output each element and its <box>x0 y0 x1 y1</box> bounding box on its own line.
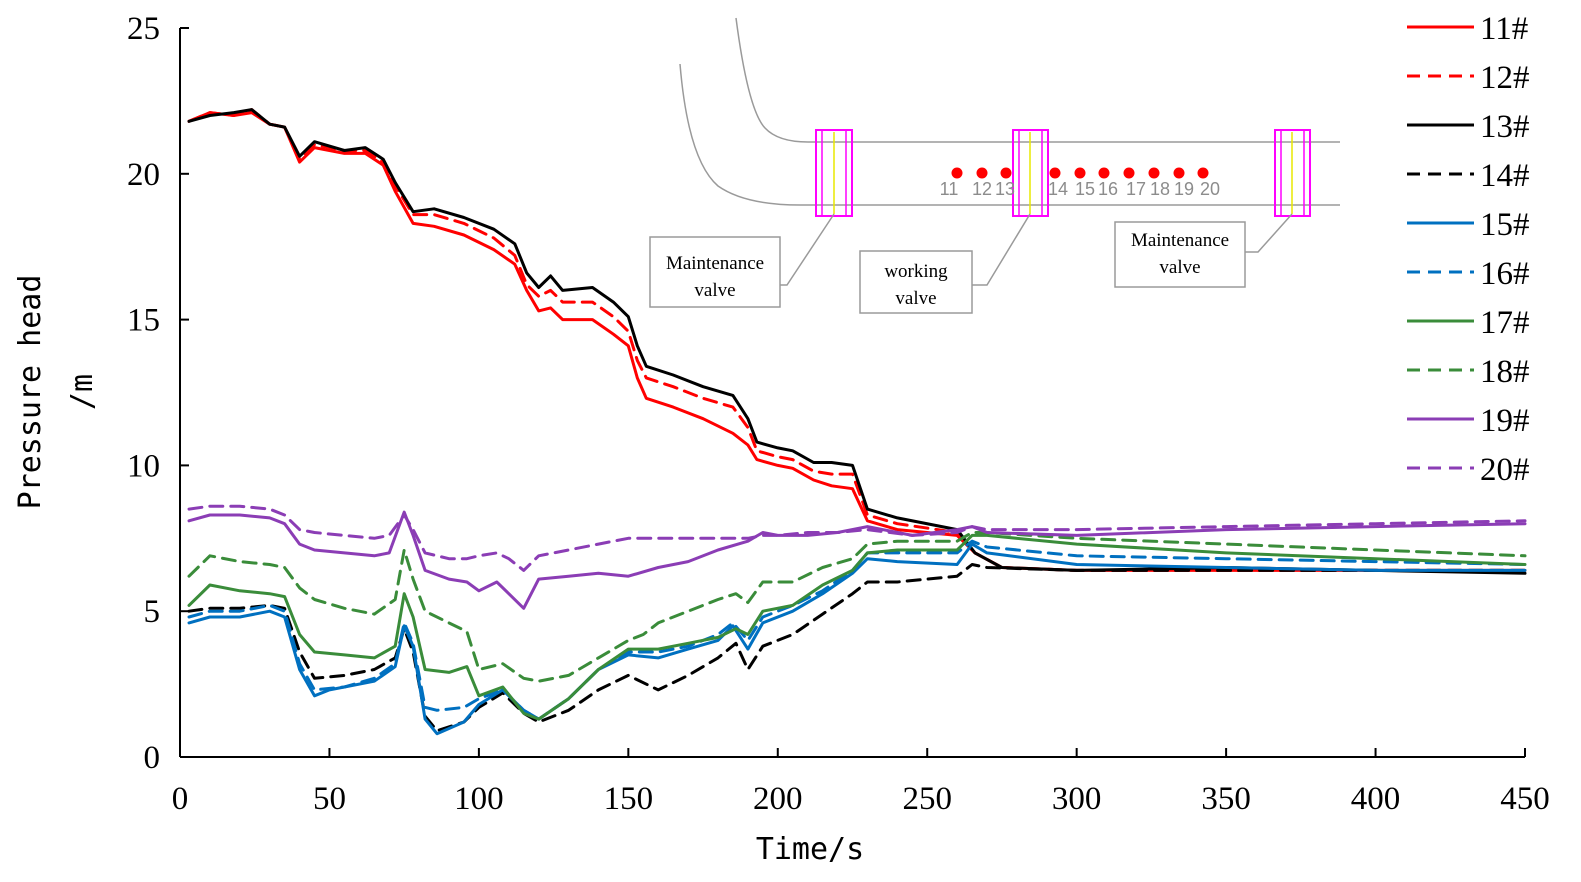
callout-maintenance-valve-right: Maintenance valve <box>1114 213 1293 288</box>
measurement-point-marker <box>1148 167 1160 179</box>
series-line-15 <box>187 542 1527 736</box>
y-axis-title-line1: Pressure head <box>13 275 48 510</box>
measurement-point-marker <box>1000 167 1012 179</box>
x-tick-label: 50 <box>313 781 346 817</box>
measurement-point-marker <box>1049 167 1061 179</box>
y-tick-label: 0 <box>144 740 161 776</box>
x-tick-label: 150 <box>604 781 654 817</box>
legend: 11# 12# 13# 14# 15# 16# 17# 18# 19# 20# <box>1407 11 1530 488</box>
x-axis-title: Time/s <box>756 832 864 867</box>
measurement-point-label: 14 <box>1048 179 1068 199</box>
legend-label: 16# <box>1480 256 1530 292</box>
y-axis-title: Pressure head /m <box>13 275 100 510</box>
legend-label: 18# <box>1480 354 1530 390</box>
maintenance-valve-right <box>1274 129 1311 217</box>
axes <box>179 28 1525 758</box>
series-line-14 <box>187 563 1527 733</box>
legend-label: 11# <box>1480 11 1528 47</box>
measurement-point-marker <box>976 167 988 179</box>
measurement-point-marker <box>1123 167 1135 179</box>
legend-label: 12# <box>1480 60 1530 96</box>
legend-label: 15# <box>1480 207 1530 243</box>
pipe-inlet-bend-upper <box>735 17 1340 143</box>
measurement-point-label: 12 <box>972 179 992 199</box>
callout-left-line2: valve <box>694 280 735 301</box>
measurement-points: 11 12 13 14 15 16 17 18 19 20 <box>940 167 1220 199</box>
y-tick-label: 10 <box>127 448 160 484</box>
measurement-point-label: 18 <box>1150 179 1170 199</box>
y-tick-label: 15 <box>127 303 160 339</box>
legend-label: 17# <box>1480 305 1530 341</box>
series-line-13 <box>187 108 1527 575</box>
measurement-point-marker <box>951 167 963 179</box>
callout-right-line1: Maintenance <box>1131 230 1229 251</box>
x-tick-label: 200 <box>753 781 803 817</box>
series-line-16 <box>187 539 1527 721</box>
x-tick-label: 350 <box>1201 781 1251 817</box>
callout-working-line1: working <box>884 261 948 282</box>
measurement-point-label: 13 <box>995 179 1015 199</box>
measurement-point-label: 11 <box>940 179 959 199</box>
x-tick-label: 0 <box>172 781 189 817</box>
y-tick-label: 5 <box>144 594 161 630</box>
y-tick-label: 20 <box>127 157 160 193</box>
measurement-point-label: 17 <box>1126 179 1146 199</box>
callout-left-line1: Maintenance <box>666 253 764 274</box>
series-line-17 <box>187 533 1527 721</box>
series-line-18 <box>187 531 1527 683</box>
legend-label: 19# <box>1480 403 1530 439</box>
series-line-12 <box>187 108 1527 572</box>
x-tick-label: 450 <box>1500 781 1550 817</box>
measurement-point-label: 19 <box>1174 179 1194 199</box>
pipe-inlet-bend-lower <box>679 63 1340 206</box>
y-axis-title-line2: /m <box>65 374 100 410</box>
callout-working-line2: valve <box>895 288 936 309</box>
y-ticks: 0 5 10 15 20 25 <box>127 11 189 776</box>
callout-working-valve: working valve <box>859 213 1031 314</box>
x-tick-label: 250 <box>902 781 952 817</box>
measurement-point-label: 16 <box>1098 179 1118 199</box>
callout-right-line2: valve <box>1159 257 1200 278</box>
series-line-11 <box>187 111 1527 572</box>
measurement-point-marker <box>1197 167 1209 179</box>
maintenance-valve-left <box>815 129 853 217</box>
measurement-point-label: 15 <box>1075 179 1095 199</box>
legend-label: 14# <box>1480 158 1530 194</box>
valve-schematic-inset: 11 12 13 14 15 16 17 18 19 20 Maintenance valve w… <box>649 17 1340 314</box>
legend-label: 20# <box>1480 452 1530 488</box>
x-tick-label: 100 <box>454 781 504 817</box>
legend-label: 13# <box>1480 109 1530 145</box>
working-valve <box>1012 129 1049 217</box>
x-tick-label: 400 <box>1351 781 1401 817</box>
callout-maintenance-valve-left: Maintenance valve <box>649 213 835 308</box>
y-tick-label: 25 <box>127 11 160 47</box>
series-lines <box>187 108 1527 736</box>
x-tick-label: 300 <box>1052 781 1102 817</box>
measurement-point-marker <box>1098 167 1110 179</box>
series-line-20 <box>187 504 1527 572</box>
measurement-point-label: 20 <box>1200 179 1220 199</box>
x-ticks: 0 50 100 150 200 250 300 350 400 450 <box>172 748 1550 817</box>
measurement-point-marker <box>1074 167 1086 179</box>
measurement-point-marker <box>1173 167 1185 179</box>
